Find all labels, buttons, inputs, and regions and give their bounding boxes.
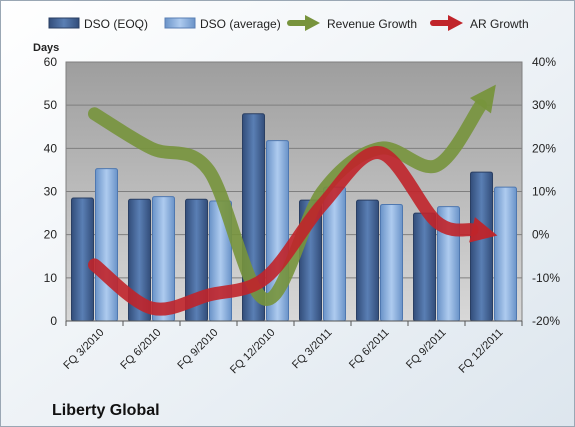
- y-left-tick-label: 40: [44, 141, 58, 155]
- y-left-tick-label: 0: [50, 314, 57, 328]
- y-left-tick-label: 50: [44, 98, 58, 112]
- arrowhead-revenue-growth: [470, 84, 496, 114]
- growth-lines: [88, 84, 498, 316]
- bar-dso-eoq: [470, 171, 493, 322]
- legend: DSO (EOQ) DSO (average) Revenue Growth A…: [48, 15, 529, 31]
- y-axis-left-title: Days: [33, 42, 59, 54]
- y-right-tick-label: 10%: [532, 185, 556, 199]
- y-left-tick-label: 60: [44, 55, 58, 69]
- legend-swatch-dso-average: [164, 17, 196, 29]
- line-ar-growth: [88, 146, 479, 316]
- y-right-tick-label: 30%: [532, 98, 556, 112]
- line-revenue-growth: [88, 99, 487, 306]
- legend-swatch-dso-eoq: [48, 17, 80, 29]
- y-left-tick-label: 30: [44, 185, 58, 199]
- bar-dso-eoq: [356, 199, 379, 322]
- legend-swatch-revenue-growth: [287, 15, 320, 31]
- arrowhead-ar-growth: [469, 217, 498, 243]
- legend-label-dso-eoq: DSO (EOQ): [84, 17, 148, 31]
- y-right-tick-label: 20%: [532, 141, 556, 155]
- company-name: Liberty Global: [52, 402, 160, 419]
- bar-dso-average: [494, 186, 517, 322]
- legend-label-ar-growth: AR Growth: [470, 17, 529, 31]
- y-right-tick-label: 40%: [532, 55, 556, 69]
- bar-dso-eoq: [71, 197, 94, 322]
- legend-label-dso-average: DSO (average): [200, 17, 281, 31]
- y-left-tick-label: 10: [44, 271, 58, 285]
- legend-label-revenue-growth: Revenue Growth: [327, 17, 417, 31]
- bar-dso-average: [95, 168, 118, 322]
- bar-dso-average: [380, 203, 403, 322]
- y-right-tick-label: -20%: [532, 314, 560, 328]
- y-right-tick-label: 0%: [532, 228, 550, 242]
- bar-dso-eoq: [413, 212, 436, 322]
- legend-swatch-ar-growth: [430, 15, 463, 31]
- y-right-tick-label: -10%: [532, 271, 560, 285]
- y-left-tick-label: 20: [44, 228, 58, 242]
